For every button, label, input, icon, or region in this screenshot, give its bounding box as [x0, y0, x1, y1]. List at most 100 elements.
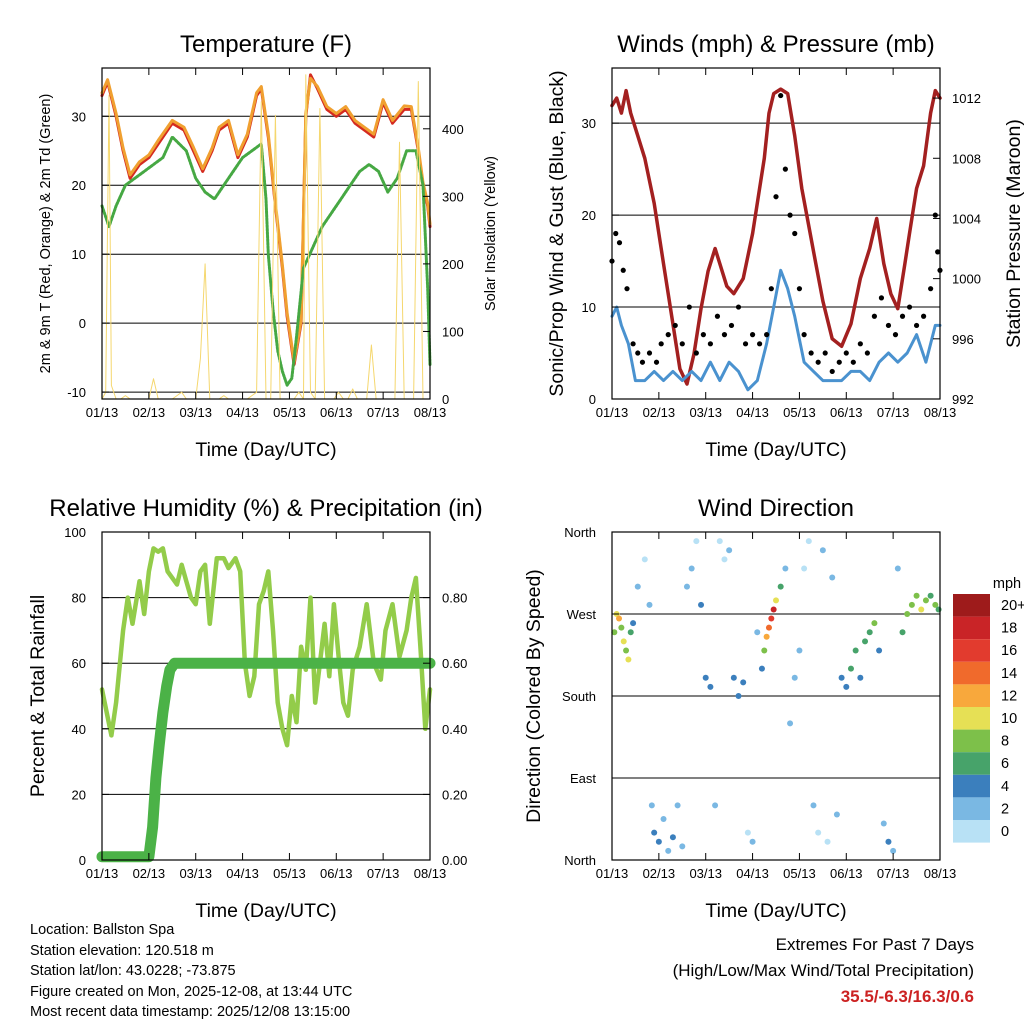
- y-tick-label: 30: [582, 116, 596, 131]
- gust-point: [796, 286, 803, 292]
- y-axis-label: 2m & 9m T (Red, Orange) & 2m Td (Green): [38, 94, 54, 374]
- direction-point: [927, 592, 934, 599]
- recent-timestamp: Most recent data timestamp: 2025/12/08 1…: [30, 1004, 351, 1020]
- x-axis-label: Time (Day/UTC): [705, 439, 846, 461]
- chart-title: Temperature (F): [180, 31, 352, 58]
- legend-label: 8: [1001, 734, 1009, 750]
- legend-swatch: [953, 729, 990, 753]
- y2-tick-label: 1000: [952, 272, 981, 287]
- direction-point: [693, 538, 700, 545]
- series-wind: [610, 268, 942, 392]
- y2-tick-label: 0.40: [442, 722, 467, 737]
- direction-point: [922, 597, 929, 604]
- legend-label: 0: [1001, 824, 1009, 840]
- chart-title: Wind Direction: [698, 495, 854, 522]
- legend-label: 4: [1001, 779, 1009, 795]
- y-tick-label: 60: [72, 656, 86, 671]
- y2-tick-label: 0: [442, 392, 449, 407]
- y-tick-label: South: [562, 689, 596, 704]
- y-tick-label: 20: [582, 208, 596, 223]
- gust-point: [700, 332, 706, 338]
- direction-point: [801, 565, 808, 572]
- gust-point: [892, 332, 899, 338]
- direction-point: [674, 802, 681, 809]
- direction-point: [777, 583, 784, 590]
- direction-point: [688, 565, 695, 572]
- x-tick-label: 08/13: [924, 866, 957, 881]
- gust-point: [792, 230, 798, 237]
- gust-point: [714, 313, 721, 319]
- y-axis-label: Percent & Total Rainfall: [27, 595, 49, 797]
- direction-point: [763, 633, 770, 640]
- gust-point: [906, 304, 913, 310]
- direction-point: [698, 601, 705, 608]
- x-tick-label: 08/13: [414, 405, 447, 420]
- x-axis-label: Time (Day/UTC): [705, 900, 846, 922]
- direction-point: [648, 802, 655, 809]
- x-tick-label: 03/13: [179, 866, 212, 881]
- y2-tick-label: 996: [952, 332, 974, 347]
- direction-point: [899, 629, 906, 636]
- direction-point: [805, 538, 812, 545]
- y-tick-label: North: [564, 853, 596, 868]
- direction-point: [660, 816, 667, 822]
- direction-point: [744, 829, 751, 836]
- x-tick-label: 01/13: [596, 405, 629, 420]
- legend-swatch: [953, 594, 990, 617]
- x-tick-label: 08/13: [924, 405, 957, 420]
- gust-point: [742, 341, 749, 347]
- gust-point: [885, 322, 892, 329]
- direction-point: [765, 624, 772, 631]
- y2-tick-label: 100: [442, 324, 464, 339]
- legend-swatch: [953, 684, 990, 707]
- gust-point: [624, 286, 630, 292]
- x-tick-label: 06/13: [320, 405, 353, 420]
- direction-point: [852, 647, 859, 654]
- station-latlon: Station lat/lon: 43.0228; -73.875: [30, 963, 236, 979]
- direction-point: [646, 601, 653, 608]
- direction-point: [847, 665, 854, 672]
- chart-temperature: 01/13 02/13 03/13 04/13 05/13 06/13 07/13 08/13…: [38, 31, 499, 461]
- gust-point: [815, 359, 821, 365]
- direction-point: [770, 606, 777, 613]
- gust-point: [672, 322, 678, 329]
- gust-point: [653, 359, 660, 365]
- direction-point: [829, 574, 836, 581]
- x-tick-label: 06/13: [830, 405, 863, 420]
- x-tick-label: 05/13: [783, 405, 816, 420]
- y-tick-label: -10: [67, 385, 86, 400]
- gust-point: [630, 341, 636, 347]
- x-tick-label: 05/13: [273, 866, 306, 881]
- extremes-heading: Extremes For Past 7 Days: [775, 935, 974, 954]
- direction-point: [890, 847, 897, 854]
- gust-point: [913, 322, 920, 329]
- direction-point: [824, 838, 831, 845]
- gust-point: [686, 304, 692, 310]
- y2-tick-label: 1008: [952, 151, 981, 166]
- direction-point: [833, 811, 840, 818]
- plot-frame: [101, 67, 431, 400]
- legend-label: 2: [1001, 801, 1009, 817]
- direction-point: [885, 838, 892, 845]
- gust-point: [787, 212, 793, 218]
- gust-point: [658, 341, 664, 347]
- gust-point: [773, 194, 779, 200]
- direction-point: [740, 679, 747, 686]
- direction-point: [623, 647, 630, 654]
- y-tick-label: 100: [64, 525, 86, 540]
- y2-tick-label: 400: [442, 122, 464, 137]
- y2-tick-label: 1012: [952, 91, 981, 106]
- direction-point: [651, 829, 658, 836]
- x-tick-label: 02/13: [643, 866, 676, 881]
- direction-point: [611, 629, 618, 636]
- plot-frame: [101, 531, 431, 861]
- direction-point: [768, 615, 775, 622]
- direction-point: [735, 693, 742, 699]
- direction-point: [716, 538, 723, 545]
- series-relative-humidity: [99, 546, 433, 748]
- extremes-values: 35.5/-6.3/16.3/0.6: [840, 987, 974, 1006]
- direction-point: [838, 674, 845, 681]
- x-tick-label: 07/13: [367, 866, 400, 881]
- direction-point: [707, 683, 714, 690]
- x-tick-label: 03/13: [179, 405, 212, 420]
